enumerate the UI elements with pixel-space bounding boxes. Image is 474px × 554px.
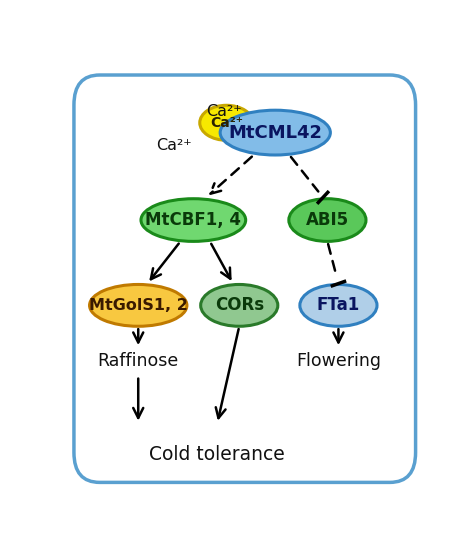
Text: MtGolS1, 2: MtGolS1, 2 xyxy=(89,298,188,313)
Text: FTa1: FTa1 xyxy=(317,296,360,314)
Text: MtCBF1, 4: MtCBF1, 4 xyxy=(146,211,241,229)
Ellipse shape xyxy=(220,110,330,155)
Ellipse shape xyxy=(141,199,246,242)
Text: MtCML42: MtCML42 xyxy=(228,124,322,142)
Ellipse shape xyxy=(90,284,187,326)
Text: Flowering: Flowering xyxy=(296,352,381,370)
Text: Cold tolerance: Cold tolerance xyxy=(149,445,285,464)
FancyBboxPatch shape xyxy=(74,75,416,483)
Text: Ca²⁺: Ca²⁺ xyxy=(156,138,192,153)
Text: Ca²⁺: Ca²⁺ xyxy=(206,104,242,119)
Text: CORs: CORs xyxy=(215,296,264,314)
Ellipse shape xyxy=(300,284,377,326)
Text: Ca²⁺: Ca²⁺ xyxy=(210,116,243,130)
Ellipse shape xyxy=(289,199,366,242)
Text: Raffinose: Raffinose xyxy=(98,352,179,370)
Text: ABI5: ABI5 xyxy=(306,211,349,229)
Ellipse shape xyxy=(201,284,278,326)
Ellipse shape xyxy=(200,105,253,140)
